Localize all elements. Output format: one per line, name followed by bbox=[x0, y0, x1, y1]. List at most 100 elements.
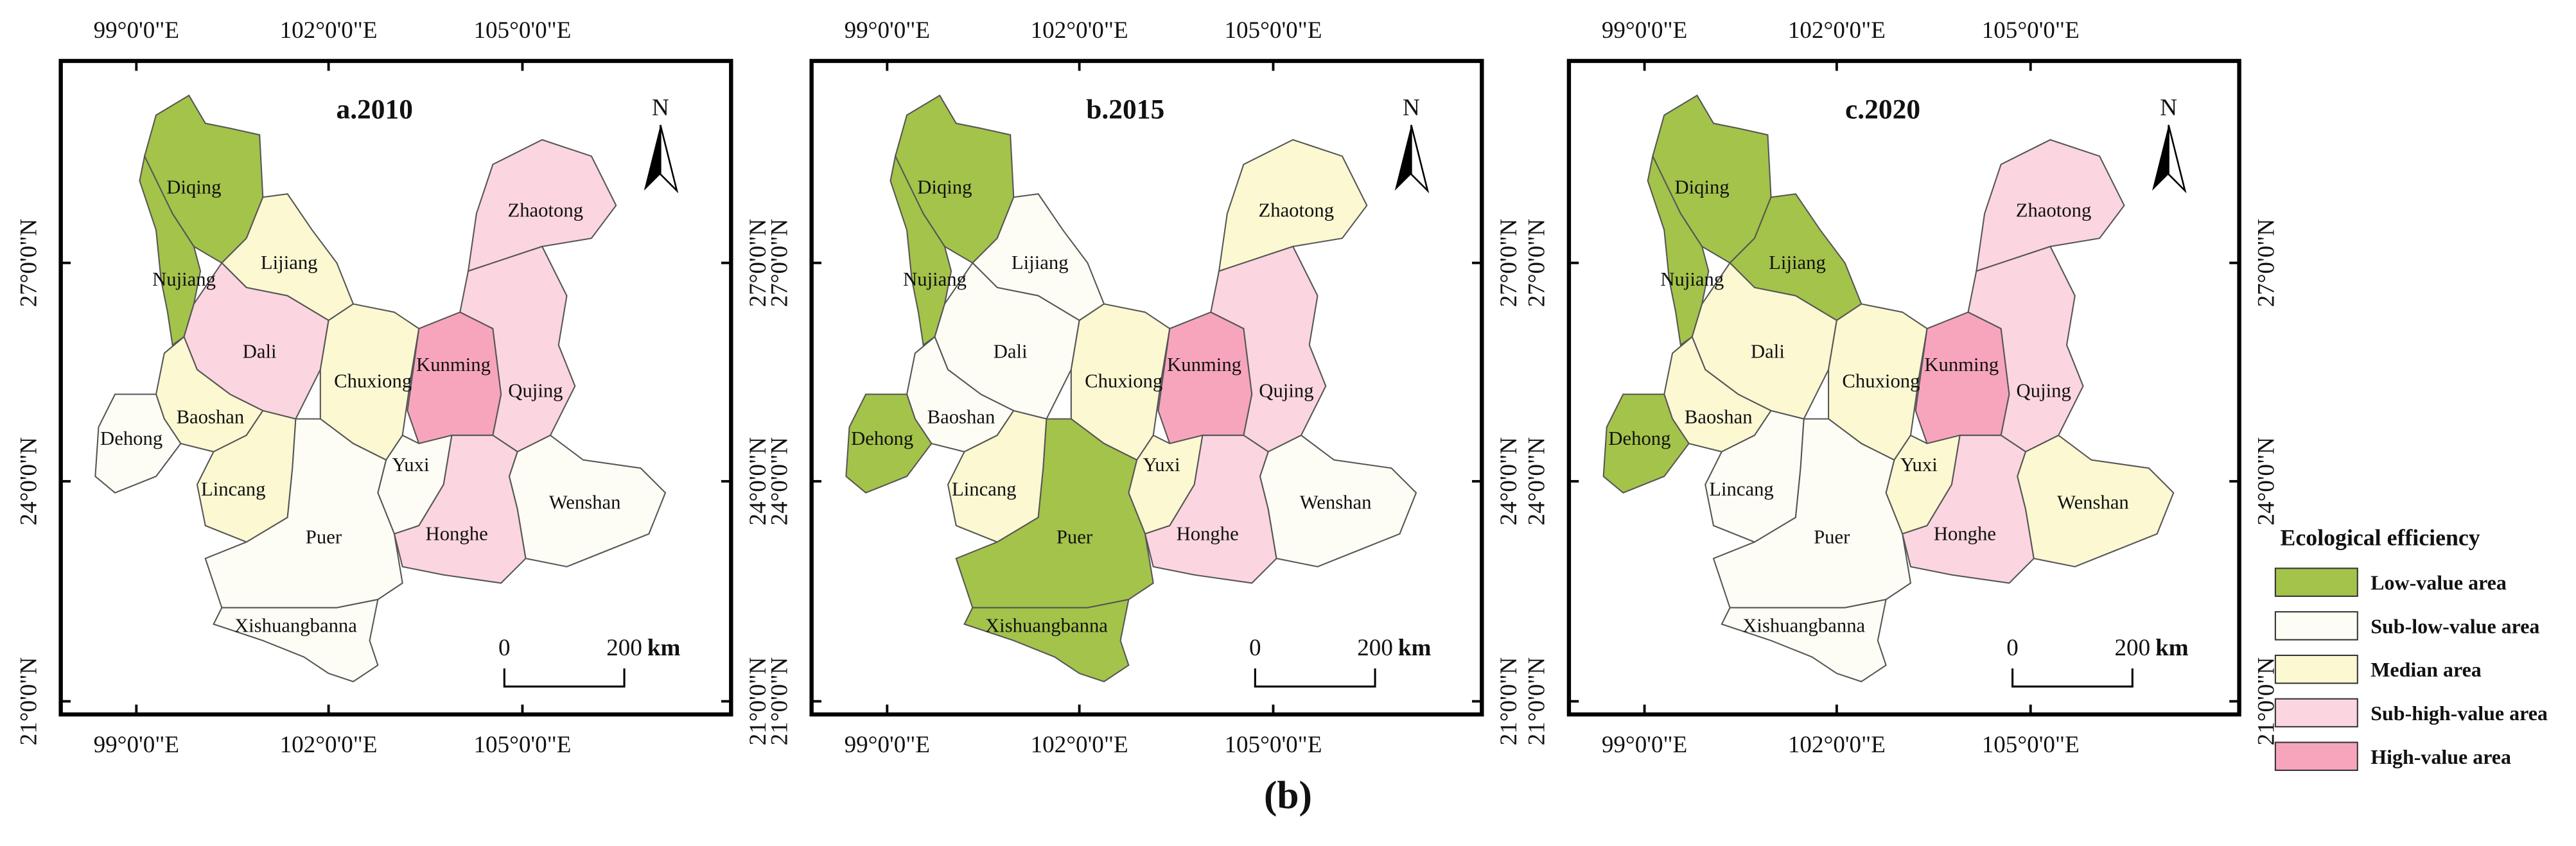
lat-label: 27°0'0"N bbox=[1496, 219, 1522, 307]
legend-label: Sub-low-value area bbox=[2370, 615, 2539, 637]
region-label: Lincang bbox=[201, 478, 266, 500]
lat-label: 24°0'0"N bbox=[1524, 437, 1550, 526]
region-label: Nujiang bbox=[1660, 268, 1724, 290]
scale-unit: km bbox=[2155, 635, 2189, 661]
region-label: Xishuangbanna bbox=[985, 615, 1108, 637]
lon-label: 105°0'0"E bbox=[1982, 732, 2080, 758]
lat-label: 24°0'0"N bbox=[766, 437, 793, 526]
north-label: N bbox=[2160, 94, 2177, 121]
scale-unit: km bbox=[647, 635, 681, 661]
north-arrow bbox=[2168, 125, 2187, 194]
region bbox=[1914, 311, 2010, 445]
lon-label: 99°0'0"E bbox=[94, 732, 179, 758]
region-label: Xishuangbanna bbox=[1742, 615, 1865, 637]
lon-label: 105°0'0"E bbox=[1982, 17, 2080, 44]
scale-bar bbox=[1254, 668, 1376, 688]
region bbox=[963, 598, 1130, 683]
scale-label: 0 bbox=[1249, 635, 1261, 661]
lon-label: 102°0'0"E bbox=[1788, 17, 1886, 44]
legend-swatch bbox=[2274, 741, 2358, 772]
lat-label: 24°0'0"N bbox=[1496, 437, 1522, 526]
lon-label: 102°0'0"E bbox=[280, 17, 378, 44]
lat-label: 27°0'0"N bbox=[15, 219, 42, 307]
legend-swatch bbox=[2274, 611, 2358, 641]
region-label: Dehong bbox=[100, 427, 162, 449]
north-label: N bbox=[652, 94, 669, 121]
lon-label: 99°0'0"E bbox=[1602, 732, 1687, 758]
lat-label: 21°0'0"N bbox=[15, 657, 42, 746]
region-label: Puer bbox=[306, 526, 342, 548]
region bbox=[94, 393, 182, 494]
region-label: Kunming bbox=[1167, 354, 1241, 376]
region-label: Yuxi bbox=[1143, 454, 1180, 476]
figure-label: (b) bbox=[1264, 773, 1312, 817]
region-label: Diqing bbox=[1675, 177, 1730, 198]
lon-label: 105°0'0"E bbox=[1224, 17, 1322, 44]
scale-label: 200 bbox=[1357, 635, 1393, 661]
lon-label: 102°0'0"E bbox=[1031, 17, 1128, 44]
region-label: Chuxiong bbox=[1842, 370, 1920, 392]
map-frame bbox=[1566, 58, 2241, 717]
map-title: b.2015 bbox=[1086, 94, 1164, 125]
region-label: Dali bbox=[243, 340, 277, 362]
legend-label: Sub-high-value area bbox=[2370, 702, 2548, 725]
region-label: Lijiang bbox=[1012, 252, 1069, 273]
region bbox=[1218, 139, 1368, 272]
legend-title: Ecological efficiency bbox=[2281, 525, 2480, 551]
region-label: Zhaotong bbox=[507, 199, 583, 221]
lat-label: 21°0'0"N bbox=[745, 657, 771, 746]
north-arrow bbox=[660, 125, 679, 194]
legend-swatch bbox=[2274, 698, 2358, 728]
region-label: Dali bbox=[1751, 340, 1785, 362]
region-label: Diqing bbox=[917, 177, 972, 198]
region-label: Qujing bbox=[508, 380, 563, 402]
north-arrow bbox=[644, 125, 661, 191]
region-label: Puer bbox=[1814, 526, 1850, 548]
lat-label: 27°0'0"N bbox=[766, 219, 793, 307]
region-label: Zhaotong bbox=[1258, 199, 1334, 221]
legend-label: High-value area bbox=[2370, 746, 2511, 768]
lat-label: 24°0'0"N bbox=[2253, 437, 2279, 526]
region bbox=[1976, 139, 2125, 272]
scale-bar bbox=[503, 668, 626, 688]
map-title: c.2020 bbox=[1845, 94, 1920, 125]
region-label: Nujiang bbox=[903, 268, 967, 290]
region-label: Xishuangbanna bbox=[234, 615, 357, 637]
region-label: Honghe bbox=[1934, 522, 1996, 544]
map-panel: Diqing Nujiang Lijiang Zhaotong Dali Chuxiong… bbox=[766, 17, 1522, 758]
region-label: Yuxi bbox=[392, 454, 430, 476]
region-label: Lincang bbox=[952, 478, 1017, 500]
lon-label: 99°0'0"E bbox=[1602, 17, 1687, 44]
lon-label: 105°0'0"E bbox=[1224, 732, 1322, 758]
lon-label: 105°0'0"E bbox=[473, 17, 571, 44]
region-label: Wenshan bbox=[549, 492, 621, 514]
lat-label: 24°0'0"N bbox=[745, 437, 771, 526]
map-title: a.2010 bbox=[336, 94, 413, 125]
lat-label: 21°0'0"N bbox=[1496, 657, 1522, 746]
region-label: Yuxi bbox=[1900, 454, 1938, 476]
lon-label: 102°0'0"E bbox=[1788, 732, 1886, 758]
north-arrow bbox=[2152, 125, 2169, 191]
scale-bar bbox=[2011, 668, 2134, 688]
region-label: Honghe bbox=[1177, 522, 1239, 544]
map-frame bbox=[58, 58, 733, 717]
region-label: Chuxiong bbox=[334, 370, 412, 392]
region bbox=[1721, 598, 1887, 683]
scale-label: 0 bbox=[498, 635, 511, 661]
lat-label: 24°0'0"N bbox=[15, 437, 42, 526]
region-label: Dali bbox=[994, 340, 1028, 362]
region-label: Wenshan bbox=[1300, 492, 1372, 514]
region-label: Puer bbox=[1056, 526, 1092, 548]
region-label: Kunming bbox=[1924, 354, 1999, 376]
region-label: Qujing bbox=[2017, 380, 2071, 402]
lon-label: 99°0'0"E bbox=[845, 17, 930, 44]
region-label: Baoshan bbox=[927, 406, 995, 428]
lat-label: 27°0'0"N bbox=[2253, 219, 2279, 307]
lon-label: 99°0'0"E bbox=[845, 732, 930, 758]
lon-label: 102°0'0"E bbox=[1031, 732, 1128, 758]
region-label: Nujiang bbox=[152, 268, 216, 290]
region bbox=[508, 434, 667, 567]
region-label: Diqing bbox=[166, 177, 221, 198]
